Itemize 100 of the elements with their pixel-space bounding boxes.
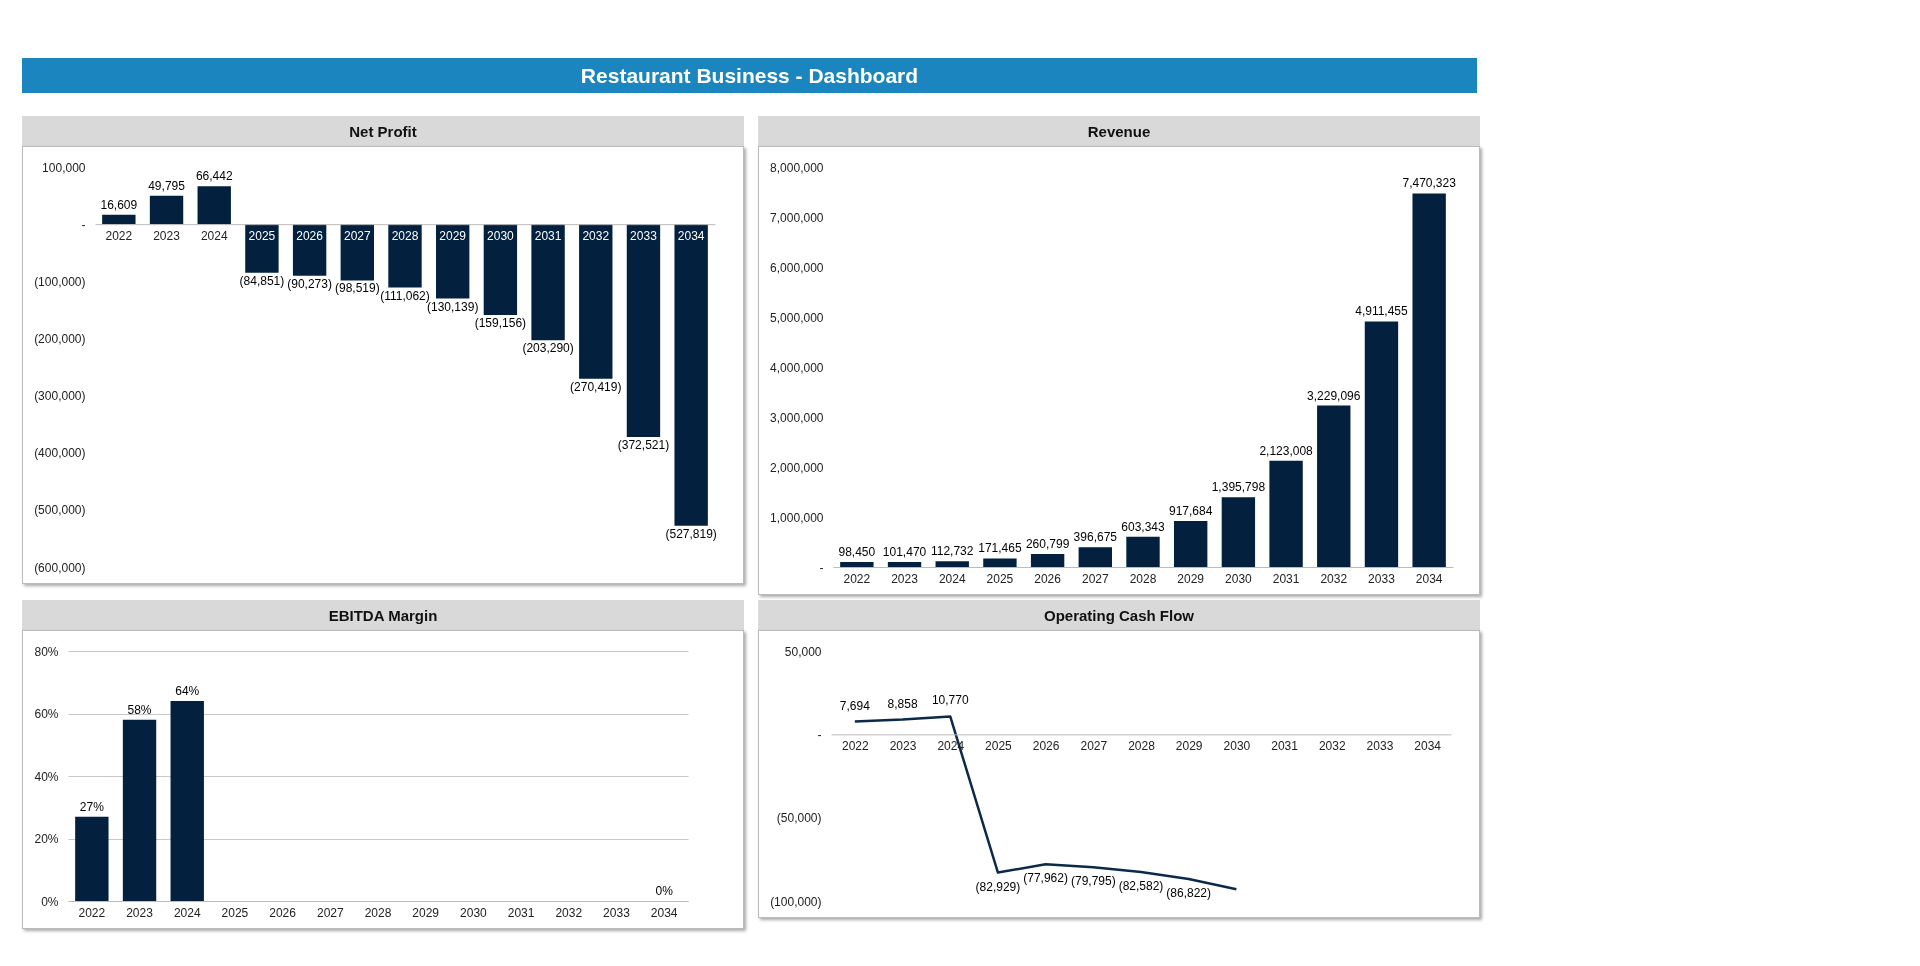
x-tick-label: 2025 — [221, 905, 249, 920]
data-label: (84,851) — [239, 273, 285, 288]
bar — [674, 224, 708, 526]
x-tick-label: 2031 — [534, 228, 562, 243]
x-tick-label: 2033 — [630, 228, 658, 243]
chart-title: Operating Cash Flow — [758, 600, 1480, 630]
x-tick-label: 2031 — [1271, 738, 1299, 753]
y-tick-label: 4,000,000 — [770, 360, 824, 375]
x-tick-label: 2028 — [391, 228, 419, 243]
x-tick-label: 2023 — [891, 571, 919, 586]
x-tick-label: 2023 — [889, 738, 917, 753]
data-label: 7,470,323 — [1402, 176, 1457, 191]
bar — [122, 719, 157, 901]
bar — [935, 561, 969, 567]
y-tick-label: - — [81, 217, 86, 232]
x-tick-label: 2022 — [841, 738, 870, 753]
text: Restaurant Business - Dashboard — [22, 58, 1477, 93]
data-label: (86,822) — [1166, 886, 1212, 901]
y-tick-label: 40% — [34, 769, 59, 784]
y-tick-label: (600,000) — [34, 560, 86, 575]
data-label: 64% — [175, 684, 200, 698]
y-tick-label: 50,000 — [784, 644, 822, 659]
y-tick-label: 7,000,000 — [770, 210, 824, 225]
x-tick-label: 2030 — [487, 228, 515, 243]
x-tick-label: 2032 — [555, 905, 583, 920]
bar — [245, 224, 279, 273]
bar — [102, 214, 136, 225]
bar — [983, 558, 1017, 567]
x-tick-label: 2026 — [1034, 571, 1062, 586]
data-label: (203,290) — [522, 341, 574, 356]
bar — [1030, 553, 1065, 567]
x-tick-label: 2026 — [296, 228, 324, 243]
bar — [579, 224, 613, 379]
data-label: 16,609 — [100, 197, 138, 212]
y-tick-label: (200,000) — [34, 331, 86, 346]
x-tick-label: 2032 — [1318, 738, 1346, 753]
bar — [1078, 547, 1112, 567]
x-tick-label: 2027 — [343, 228, 371, 243]
y-tick-label: 1,000,000 — [770, 510, 824, 525]
x-tick-label: 2029 — [1177, 571, 1205, 586]
y-tick-label: 20% — [34, 832, 59, 846]
bar — [1221, 497, 1256, 567]
chart-title: EBITDA Margin — [22, 600, 744, 630]
y-tick-label: (500,000) — [34, 503, 86, 518]
x-tick-label: 2026 — [1032, 738, 1060, 753]
data-label: (111,062) — [380, 288, 430, 303]
x-tick-label: 2027 — [316, 905, 344, 920]
data-label: 98,450 — [838, 545, 876, 560]
x-tick-label: 2028 — [364, 905, 392, 920]
bar — [436, 224, 470, 299]
y-tick-label: 6,000,000 — [770, 260, 824, 275]
bar — [1364, 321, 1399, 567]
x-tick-label: 2024 — [200, 228, 228, 243]
bar — [1126, 536, 1160, 567]
data-label: 171,465 — [978, 541, 1022, 556]
data-label: 10,770 — [931, 693, 969, 708]
bar — [1174, 521, 1208, 567]
data-label: 49,795 — [148, 178, 186, 193]
x-tick-label: 2027 — [1081, 571, 1109, 586]
data-label: (82,582) — [1118, 878, 1164, 893]
bar — [483, 224, 518, 316]
x-tick-label: 2030 — [1223, 738, 1251, 753]
x-tick-label: 2025 — [985, 738, 1013, 753]
data-label: 112,732 — [930, 544, 974, 559]
y-tick-label: 3,000,000 — [770, 410, 824, 425]
data-label: (82,929) — [975, 879, 1021, 894]
y-tick-label: 0% — [41, 894, 59, 909]
data-label: (372,521) — [617, 438, 670, 453]
x-tick-label: 2023 — [126, 905, 154, 920]
data-label: (90,273) — [287, 276, 332, 291]
data-label: (270,419) — [570, 379, 622, 394]
data-label: 8,858 — [887, 696, 918, 711]
x-tick-label: 2030 — [460, 905, 488, 920]
data-label: (159,156) — [474, 316, 527, 331]
data-label: 4,911,455 — [1355, 304, 1409, 319]
x-tick-label: 2025 — [986, 571, 1014, 586]
x-tick-label: 2027 — [1080, 738, 1108, 753]
bar — [197, 186, 231, 225]
data-label: 66,442 — [195, 169, 233, 184]
bar — [1269, 460, 1303, 567]
x-tick-label: 2023 — [153, 228, 181, 243]
y-tick-label: 80% — [34, 644, 59, 659]
chart-title: Net Profit — [22, 116, 744, 146]
x-tick-label: 2029 — [412, 905, 440, 920]
x-tick-label: 2034 — [677, 228, 705, 243]
x-tick-label: 2034 — [1414, 738, 1442, 753]
x-tick-label: 2029 — [439, 228, 467, 243]
x-tick-label: 2033 — [1366, 738, 1394, 753]
bar — [388, 224, 422, 288]
data-label: 27% — [79, 799, 105, 814]
x-tick-label: 2034 — [1415, 571, 1443, 586]
x-tick-label: 2022 — [843, 571, 871, 586]
bar — [887, 561, 922, 567]
data-label: 2,123,008 — [1259, 443, 1314, 458]
x-tick-label: 2034 — [650, 905, 678, 920]
data-label: (527,819) — [665, 526, 717, 541]
data-label: 7,694 — [839, 698, 871, 713]
bar — [531, 224, 565, 341]
data-label: (79,795) — [1070, 874, 1116, 889]
x-tick-label: 2028 — [1128, 738, 1156, 753]
